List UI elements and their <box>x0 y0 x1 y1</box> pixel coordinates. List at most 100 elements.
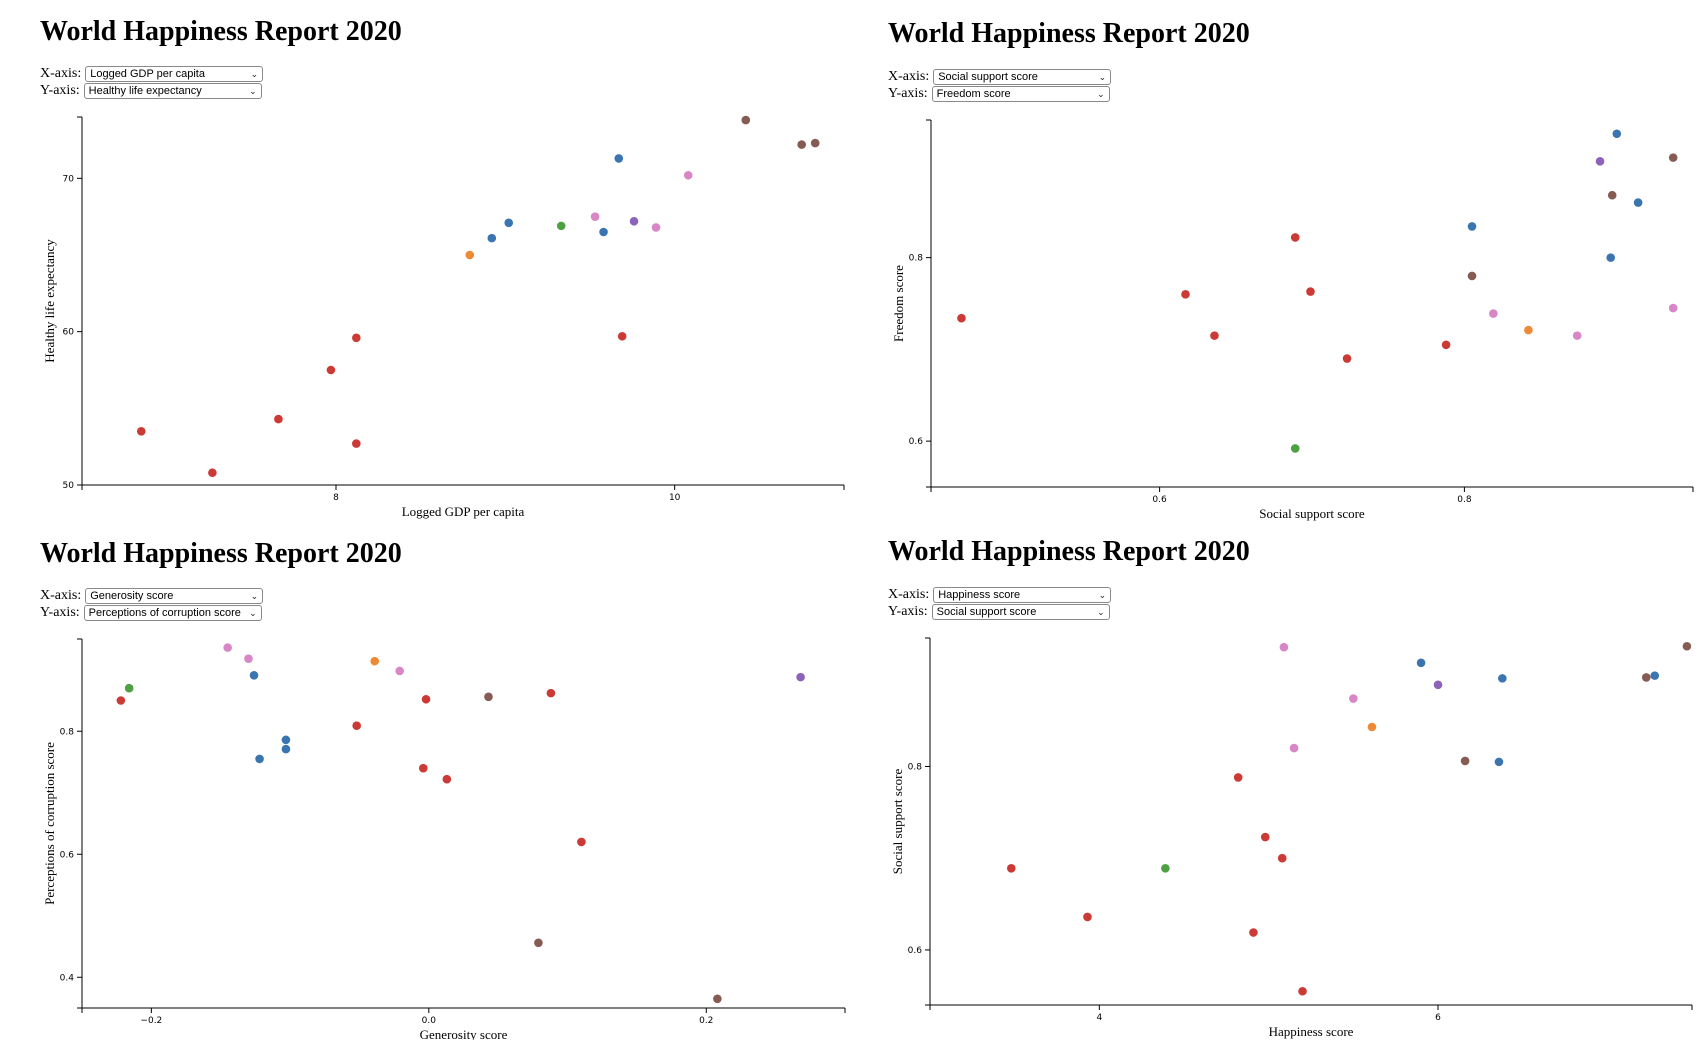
scatter-point[interactable] <box>1006 863 1016 873</box>
y-axis-select[interactable]: Perceptions of corruption score ⌄ <box>83 605 262 621</box>
x-axis-label: X-axis: <box>40 588 82 603</box>
scatter-point[interactable] <box>617 331 627 341</box>
scatter-point[interactable] <box>1668 153 1678 162</box>
scatter-point[interactable] <box>352 721 361 731</box>
scatter-point[interactable] <box>599 227 608 237</box>
scatter-point[interactable] <box>1607 190 1617 200</box>
x-tick-label: 0.0 <box>422 1016 437 1026</box>
scatter-point[interactable] <box>274 414 283 424</box>
scatter-point[interactable] <box>796 672 805 682</box>
y-axis-select[interactable]: Healthy life expectancy ⌄ <box>83 83 262 99</box>
scatter-point[interactable] <box>1467 222 1477 231</box>
scatter-point[interactable] <box>1349 694 1358 703</box>
scatter-point[interactable] <box>1367 722 1377 732</box>
y-axis-control: Y-axis: Perceptions of corruption score ⌄ <box>40 605 262 621</box>
scatter-point[interactable] <box>1524 325 1533 335</box>
scatter-point[interactable] <box>249 670 259 680</box>
scatter-point[interactable] <box>465 250 475 260</box>
scatter-point[interactable] <box>1181 290 1190 299</box>
scatter-point[interactable] <box>1595 156 1605 166</box>
scatter-point[interactable] <box>281 744 291 754</box>
scatter-point[interactable] <box>1682 641 1692 651</box>
scatter-point[interactable] <box>352 333 361 343</box>
scatter-point[interactable] <box>741 115 751 125</box>
scatter-point[interactable] <box>556 221 566 231</box>
scatter-point[interactable] <box>590 212 600 221</box>
scatter-point[interactable] <box>1342 354 1352 363</box>
scatter-point[interactable] <box>370 656 380 666</box>
scatter-point[interactable] <box>1277 853 1287 863</box>
scatter-point[interactable] <box>124 683 134 693</box>
scatter-point[interactable] <box>484 692 493 702</box>
scatter-point[interactable] <box>1498 674 1507 683</box>
scatter-plot: 4 6 0.6 0.8 Happiness score Social support sc… <box>890 637 1693 1039</box>
scatter-point[interactable] <box>1650 671 1660 680</box>
scatter-point[interactable] <box>683 170 693 180</box>
x-axis-select[interactable]: Happiness score ⌄ <box>933 587 1112 603</box>
scatter-point[interactable] <box>810 138 820 148</box>
y-axis-select[interactable]: Freedom score ⌄ <box>931 86 1110 102</box>
scatter-point[interactable] <box>136 427 146 436</box>
scatter-point[interactable] <box>1460 756 1470 766</box>
x-axis-select[interactable]: Social support score ⌄ <box>933 69 1112 85</box>
scatter-point[interactable] <box>1441 340 1451 350</box>
scatter-point[interactable] <box>487 233 497 243</box>
scatter-point[interactable] <box>614 154 624 163</box>
scatter-point[interactable] <box>1494 757 1504 767</box>
chevron-down-icon: ⌄ <box>250 69 259 79</box>
scatter-point[interactable] <box>629 216 639 226</box>
chevron-down-icon: ⌄ <box>1098 590 1107 600</box>
scatter-point[interactable] <box>577 837 586 847</box>
scatter-point[interactable] <box>1298 986 1307 996</box>
x-axis-select-value: Happiness score <box>938 589 1021 601</box>
scatter-point[interactable] <box>255 754 264 764</box>
scatter-point[interactable] <box>1467 271 1477 281</box>
scatter-point[interactable] <box>116 696 126 705</box>
scatter-point[interactable] <box>1633 198 1643 207</box>
chevron-down-icon: ⌄ <box>249 608 257 618</box>
scatter-point[interactable] <box>1306 287 1315 296</box>
scatter-point[interactable] <box>1161 863 1170 873</box>
scatter-point[interactable] <box>1249 928 1258 937</box>
scatter-point[interactable] <box>244 654 253 663</box>
scatter-point[interactable] <box>1416 658 1426 668</box>
scatter-point[interactable] <box>1641 673 1651 682</box>
x-axis-label: X-axis: <box>40 66 82 81</box>
scatter-point[interactable] <box>1433 680 1443 690</box>
scatter-point[interactable] <box>504 218 514 228</box>
scatter-point[interactable] <box>352 439 361 448</box>
x-axis-title: Happiness score <box>1269 1024 1354 1039</box>
x-tick-label: 8 <box>333 493 339 503</box>
scatter-point[interactable] <box>1290 444 1300 453</box>
scatter-point[interactable] <box>1083 912 1092 922</box>
scatter-point[interactable] <box>534 938 543 948</box>
scatter-point[interactable] <box>797 140 806 149</box>
scatter-point[interactable] <box>713 994 722 1004</box>
scatter-point[interactable] <box>1289 743 1299 753</box>
scatter-point[interactable] <box>1290 233 1300 242</box>
scatter-point[interactable] <box>421 694 431 704</box>
y-axis-select[interactable]: Social support score ⌄ <box>931 604 1110 620</box>
x-axis-select[interactable]: Generosity score ⌄ <box>85 588 264 604</box>
scatter-point[interactable] <box>1489 309 1498 318</box>
scatter-point[interactable] <box>1279 642 1289 652</box>
scatter-point[interactable] <box>1210 331 1219 340</box>
x-axis-select[interactable]: Logged GDP per capita ⌄ <box>85 66 264 82</box>
scatter-point[interactable] <box>1572 331 1582 340</box>
scatter-point[interactable] <box>326 365 336 375</box>
scatter-point[interactable] <box>223 643 232 652</box>
scatter-point[interactable] <box>281 735 291 745</box>
scatter-point[interactable] <box>1233 773 1243 782</box>
scatter-point[interactable] <box>546 688 556 698</box>
scatter-point[interactable] <box>208 468 217 478</box>
scatter-point[interactable] <box>395 666 404 676</box>
y-tick-label: 50 <box>63 481 75 491</box>
scatter-point[interactable] <box>1668 303 1678 313</box>
scatter-point[interactable] <box>1612 129 1622 139</box>
scatter-point[interactable] <box>1260 832 1270 842</box>
scatter-point[interactable] <box>957 313 966 323</box>
scatter-point[interactable] <box>651 223 661 232</box>
scatter-point[interactable] <box>1606 253 1616 262</box>
scatter-point[interactable] <box>418 763 428 773</box>
scatter-point[interactable] <box>442 774 452 784</box>
